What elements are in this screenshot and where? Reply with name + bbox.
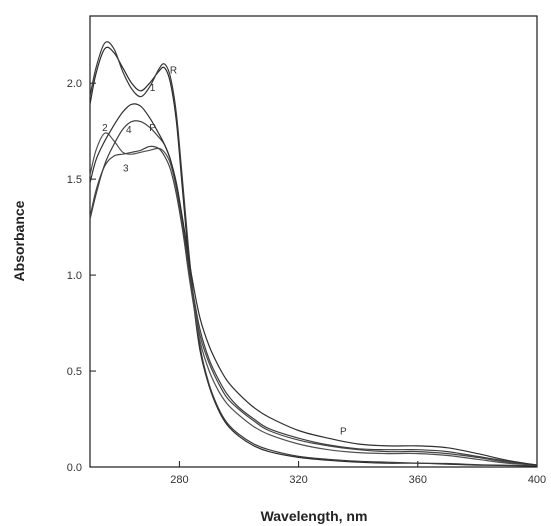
x-tick-label: 320 [289,474,307,486]
y-tick-label: 1.5 [67,174,82,186]
series-line-4 [89,120,538,466]
series-line-2 [89,132,538,466]
y-tick-label: 2.0 [67,78,82,90]
series-group [89,41,538,467]
curve-label: 3 [123,163,129,174]
y-axis-title: Absorbance [11,200,27,281]
series-line-p [89,103,538,466]
y-tick-label: 0.5 [67,366,82,378]
curve-label: 4 [126,125,132,136]
curve-label: R [170,66,177,77]
plot-area-frame [89,15,538,468]
x-tick-label: 400 [528,474,546,486]
annotation-group: R 1 2 4 P 3 P [102,66,347,438]
series-line-r [89,46,538,467]
x-axis-title: Wavelength, nm [261,508,368,524]
x-axis: 280 320 360 400 [170,461,546,486]
y-axis: 0.0 0.5 1.0 1.5 2.0 [67,78,96,474]
x-tick-label: 280 [170,474,188,486]
y-tick-label: 1.0 [67,270,82,282]
curve-label: 1 [150,83,156,94]
curve-label: 2 [102,123,108,134]
curve-label: P [149,123,156,134]
series-line-1 [89,41,538,467]
x-tick-label: 360 [409,474,427,486]
series-line-3 [89,145,538,466]
y-tick-label: 0.0 [67,462,82,474]
curve-label: P [340,426,347,437]
